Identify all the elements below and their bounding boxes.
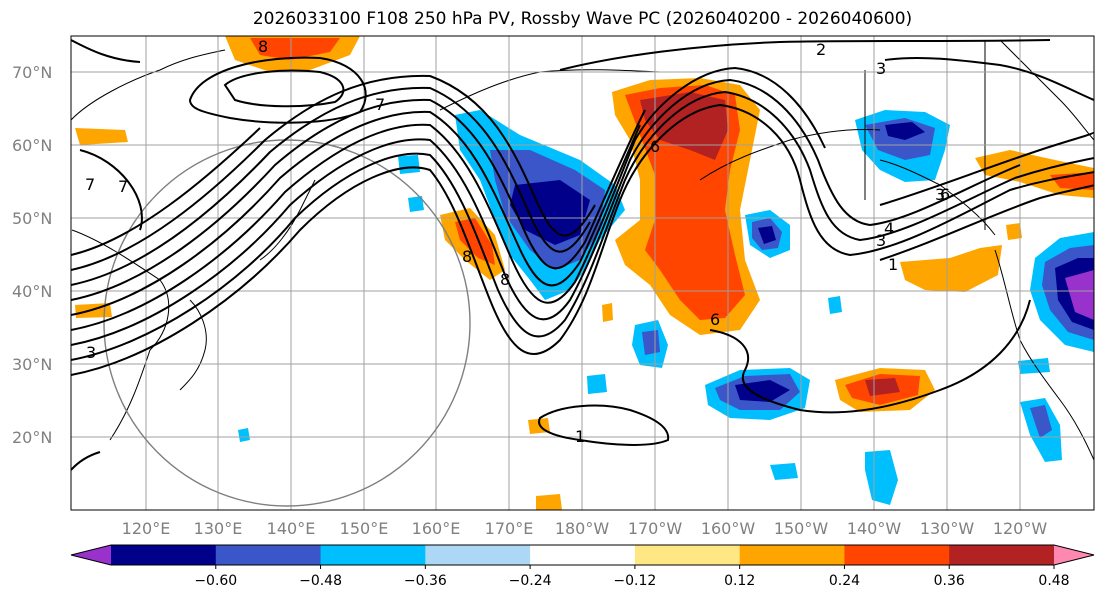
colorbar-tick-label: −0.60 bbox=[194, 573, 237, 589]
pv-shading bbox=[75, 36, 1094, 510]
lon-label: 150°E bbox=[340, 519, 389, 538]
contour-label: 6 bbox=[650, 137, 660, 156]
contour-label: 3 bbox=[86, 343, 96, 362]
colorbar-tick-label: 0.48 bbox=[1038, 573, 1069, 589]
colorbar-segment bbox=[634, 545, 741, 565]
colorbar-tick-label: −0.24 bbox=[509, 573, 552, 589]
colorbar-segment bbox=[949, 545, 1055, 565]
region-circle bbox=[103, 139, 471, 507]
longitude-labels: 120°E 130°E 140°E 150°E 160°E 170°E 180°… bbox=[122, 519, 1048, 538]
lon-label: 160°E bbox=[412, 519, 461, 538]
lon-label: 130°E bbox=[194, 519, 243, 538]
lon-label: 140°W bbox=[847, 519, 902, 538]
coastlines bbox=[71, 39, 1094, 461]
colorbar-tick-label: −0.12 bbox=[613, 573, 656, 589]
lat-label: 70°N bbox=[12, 63, 52, 82]
lon-label: 170°W bbox=[628, 519, 683, 538]
latitude-labels: 70°N 60°N 50°N 40°N 30°N 20°N bbox=[12, 63, 52, 447]
lat-label: 60°N bbox=[12, 136, 52, 155]
colorbar-outline bbox=[70, 544, 1095, 566]
figure-title: 2026033100 F108 250 hPa PV, Rossby Wave … bbox=[252, 9, 913, 29]
map-frame bbox=[70, 35, 1095, 511]
colorbar-segment bbox=[425, 545, 531, 565]
colorbar-segment bbox=[111, 545, 217, 565]
colorbar-tick-label: −0.48 bbox=[299, 573, 342, 589]
contour-labels: 2 3 7 8 6 8 3 4 3 1 7 6 8 7 1 3 6 bbox=[85, 37, 950, 446]
pv-contours bbox=[71, 39, 1094, 471]
colorbar-segment bbox=[844, 545, 950, 565]
lon-label: 130°W bbox=[920, 519, 975, 538]
lat-label: 40°N bbox=[12, 282, 52, 301]
contour-label: 7 bbox=[375, 95, 385, 114]
contour-label: 2 bbox=[816, 40, 826, 59]
lon-label: 120°E bbox=[122, 519, 171, 538]
colorbar-segment bbox=[215, 545, 322, 565]
contour-label: 8 bbox=[500, 270, 510, 289]
colorbar-segment bbox=[739, 545, 845, 565]
colorbar-tick-label: 0.12 bbox=[724, 573, 755, 589]
contour-label: 7 bbox=[85, 175, 95, 194]
colorbar-extend-low bbox=[71, 545, 111, 565]
lon-label: 180°W bbox=[555, 519, 610, 538]
lon-label: 120°W bbox=[993, 519, 1048, 538]
colorbar bbox=[70, 544, 1095, 566]
colorbar-segment bbox=[530, 545, 636, 565]
colorbar-tick-label: 0.36 bbox=[934, 573, 965, 589]
lat-label: 20°N bbox=[12, 428, 52, 447]
colorbar-extend-high bbox=[1054, 545, 1094, 565]
contour-label: 3 bbox=[935, 185, 945, 204]
lon-label: 140°E bbox=[267, 519, 316, 538]
contour-label: 7 bbox=[118, 177, 128, 196]
contour-label: 8 bbox=[258, 37, 268, 56]
contour-label: 6 bbox=[940, 185, 950, 204]
contour-label: 8 bbox=[462, 247, 472, 266]
lon-label: 150°W bbox=[774, 519, 829, 538]
lat-label: 50°N bbox=[12, 209, 52, 228]
gridlines bbox=[71, 36, 1094, 510]
contour-label: 1 bbox=[888, 255, 898, 274]
lon-label: 160°W bbox=[701, 519, 756, 538]
colorbar-tick-label: 0.24 bbox=[829, 573, 860, 589]
contour-label: 1 bbox=[575, 427, 585, 446]
map-content: 2 3 7 8 6 8 3 4 3 1 7 6 8 7 1 3 6 bbox=[71, 36, 1094, 510]
colorbar-ticks: −0.60 −0.48 −0.36 −0.24 −0.12 0.12 0.24 0.36 0.4… bbox=[194, 565, 1070, 589]
contour-label: 6 bbox=[710, 310, 720, 329]
contour-label: 3 bbox=[876, 59, 886, 78]
colorbar-tick-label: −0.36 bbox=[404, 573, 447, 589]
lon-label: 170°E bbox=[485, 519, 534, 538]
contour-label: 3 bbox=[876, 231, 886, 250]
lat-label: 30°N bbox=[12, 355, 52, 374]
contour-label: 4 bbox=[884, 219, 894, 238]
colorbar-segment bbox=[320, 545, 426, 565]
